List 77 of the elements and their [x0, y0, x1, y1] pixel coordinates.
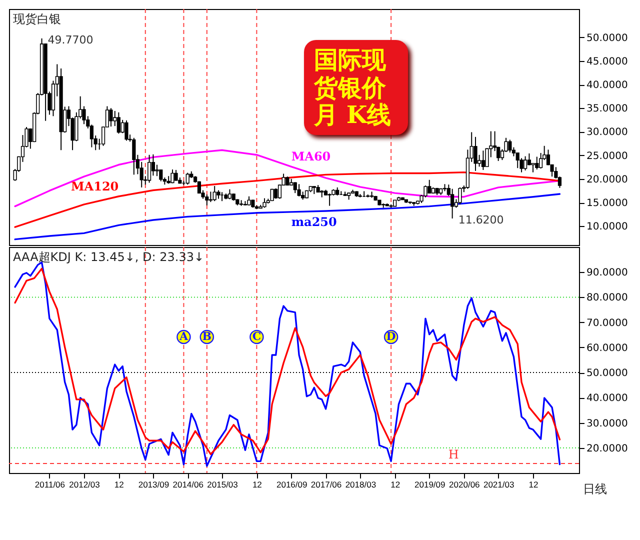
x-tick-label: 12 — [390, 480, 400, 490]
x-tick-label: 2015/03 — [207, 480, 238, 490]
line-series — [14, 171, 561, 228]
y-tick-label: 40.0000 — [586, 393, 628, 404]
x-tick-label: 2017/06 — [310, 480, 342, 490]
y-tick-label: 35.0000 — [586, 104, 628, 115]
candlestick — [524, 156, 528, 171]
y-tick-label: 20.0000 — [586, 174, 628, 186]
text: 国际现货银价月 K线 — [304, 40, 408, 135]
candlestick — [293, 182, 297, 194]
candlestick — [508, 139, 512, 153]
y-tick-label: 20.0000 — [586, 443, 628, 454]
ref-line-label: H — [448, 447, 459, 462]
candlestick — [124, 120, 128, 142]
series-label: MA120 — [71, 179, 119, 194]
line-series — [14, 193, 561, 240]
y-tick-label: 50.0000 — [586, 32, 628, 44]
candlestick — [274, 188, 278, 200]
x-tick-label: 2018/03 — [345, 480, 376, 490]
candlestick — [428, 179, 432, 194]
x-tick-label: 12 — [528, 480, 538, 490]
candlestick — [450, 188, 454, 219]
candlestick — [212, 186, 216, 202]
x-tick-label: 2013/09 — [138, 480, 170, 490]
candlestick — [140, 161, 144, 188]
x-tick-label: 2011/06 — [34, 480, 66, 490]
candlestick — [186, 172, 190, 186]
annotation: 49.7700 — [48, 33, 94, 46]
candlestick — [155, 164, 159, 177]
x-tick-label: 2020/06 — [449, 480, 480, 490]
ref-line-label: B — [202, 330, 212, 343]
candlestick — [174, 169, 178, 182]
candlestick — [151, 154, 155, 176]
y-tick-label: 30.0000 — [586, 127, 628, 138]
candlestick — [205, 194, 209, 206]
annotation: AAA超KDJ K: 13.45↓, D: 23.33↓ — [13, 250, 204, 264]
candlestick — [147, 154, 152, 184]
series-label: MA60 — [291, 150, 331, 164]
y-tick-label: 10.0000 — [586, 222, 628, 233]
x-tick-label: 2012/03 — [69, 480, 100, 490]
text: 日线 — [583, 482, 607, 496]
ref-line-label: C — [252, 330, 262, 343]
candlestick — [116, 112, 120, 134]
candlestick — [474, 136, 478, 172]
x-tick-label: 12 — [114, 480, 124, 490]
candlestick — [228, 188, 232, 200]
candlestick — [328, 193, 332, 206]
x-tick-label: 12 — [252, 480, 262, 490]
candlestick — [535, 156, 539, 170]
y-tick-label: 90.0000 — [586, 268, 628, 279]
annotation: 11.6200 — [458, 213, 504, 226]
y-tick-label: 80.0000 — [586, 292, 628, 304]
ref-line-label: A — [178, 330, 188, 343]
candlestick — [297, 184, 301, 197]
y-tick-label: 15.0000 — [586, 198, 628, 210]
candlestick — [516, 152, 520, 169]
y-tick-label: 50.0000 — [586, 368, 628, 380]
candlestick — [132, 137, 136, 176]
candlestick — [109, 108, 113, 128]
series-label: ma250 — [291, 214, 337, 229]
line-series — [14, 149, 561, 208]
annotation: 现货白银 — [13, 12, 61, 26]
x-tick-label: 2014/06 — [172, 480, 204, 490]
candlestick — [170, 168, 174, 184]
candlestick — [458, 186, 462, 205]
y-tick-label: 45.0000 — [586, 56, 628, 68]
y-tick-label: 70.0000 — [586, 318, 628, 329]
y-tick-label: 60.0000 — [586, 342, 628, 354]
x-tick-label: 2016/09 — [276, 480, 308, 490]
y-tick-label: 25.0000 — [586, 150, 628, 162]
ref-line-label: D — [386, 330, 396, 343]
candlestick — [262, 198, 266, 208]
y-tick-label: 30.0000 — [586, 418, 628, 430]
x-tick-label: 2021/03 — [483, 480, 514, 490]
y-tick-label: 40.0000 — [586, 80, 628, 92]
candlestick — [481, 150, 485, 170]
x-tick-label: 2019/09 — [414, 480, 446, 490]
